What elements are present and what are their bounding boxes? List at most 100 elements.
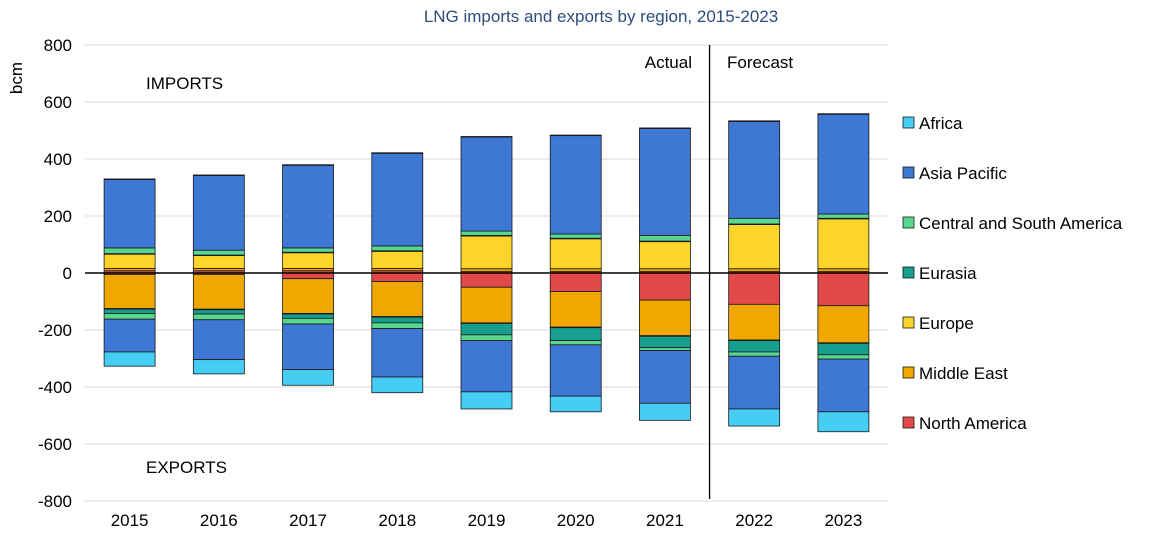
bar-import-asia-pacific: [549, 135, 602, 235]
bar-import-africa: [282, 164, 334, 166]
bar-import-central-and-south-america: [728, 217, 781, 225]
bar-export-middle-east: [817, 305, 870, 344]
legend-swatch: [902, 416, 915, 429]
bar-import-middle-east: [639, 268, 691, 272]
legend-label: North America: [919, 414, 1027, 433]
bar-import-africa: [639, 127, 691, 129]
bar-export-middle-east: [728, 303, 781, 341]
bar-import-central-and-south-america: [282, 247, 334, 253]
bar-import-africa: [817, 113, 870, 115]
bar-export-africa: [103, 351, 156, 367]
bar-export-eurasia: [460, 323, 513, 336]
bar-import-asia-pacific: [371, 152, 424, 247]
y-tick-label: 800: [44, 36, 72, 55]
bar-export-asia-pacific: [371, 328, 424, 378]
bar-export-middle-east: [192, 274, 245, 310]
legend-label: Eurasia: [919, 264, 977, 283]
bar-export-africa: [282, 369, 334, 386]
x-tick-label: 2023: [824, 511, 862, 530]
legend-label: Africa: [919, 114, 963, 133]
bar-import-middle-east: [728, 268, 781, 272]
legend-label: Middle East: [919, 364, 1008, 383]
bar-export-eurasia: [728, 340, 781, 353]
x-tick-label: 2016: [200, 511, 238, 530]
bar-export-middle-east: [282, 278, 334, 314]
bar-export-north-america: [460, 272, 513, 288]
bar-export-asia-pacific: [728, 355, 781, 410]
bar-import-africa: [371, 152, 424, 154]
bar-export-africa: [639, 402, 691, 421]
bar-export-central-and-south-america: [728, 351, 781, 357]
legend-swatch: [902, 316, 915, 329]
legend: Africa Asia Pacific Central and South Amer…: [902, 114, 1123, 433]
x-tick-label: 2020: [557, 511, 595, 530]
legend-label: Asia Pacific: [919, 164, 1007, 183]
bar-export-asia-pacific: [639, 350, 691, 404]
bar-export-middle-east: [639, 299, 691, 337]
bar-import-asia-pacific: [192, 175, 245, 251]
bar-import-central-and-south-america: [192, 249, 245, 256]
bar-import-europe: [728, 224, 781, 270]
y-axis-label: bcm: [7, 62, 26, 94]
bar-export-central-and-south-america: [192, 313, 245, 321]
bar-export-asia-pacific: [282, 323, 334, 371]
y-tick-label: -400: [38, 378, 72, 397]
bar-import-central-and-south-america: [549, 233, 602, 239]
y-tick-label: 400: [44, 150, 72, 169]
legend-swatch: [902, 266, 915, 279]
bar-export-africa: [549, 395, 602, 413]
bar-export-central-and-south-america: [371, 322, 424, 329]
bar-export-eurasia: [817, 342, 870, 356]
imports-label: IMPORTS: [146, 74, 223, 93]
legend-label: Europe: [919, 314, 974, 333]
bar-import-middle-east: [549, 268, 602, 272]
bar-import-africa: [728, 120, 781, 122]
bar-export-asia-pacific: [192, 319, 245, 361]
bar-import-asia-pacific: [639, 128, 691, 236]
forecast-label: Forecast: [727, 53, 793, 72]
bar-import-asia-pacific: [282, 164, 334, 249]
bar-import-middle-east: [460, 268, 513, 272]
bar-import-europe: [371, 250, 424, 269]
bar-export-africa: [192, 359, 245, 375]
bar-import-central-and-south-america: [460, 230, 513, 236]
bar-export-north-america: [817, 272, 870, 307]
bar-export-north-america: [371, 272, 424, 282]
bar-export-central-and-south-america: [460, 334, 513, 341]
bar-import-africa: [192, 174, 245, 176]
bar-export-central-and-south-america: [549, 340, 602, 346]
bar-export-central-and-south-america: [639, 347, 691, 351]
legend-swatch: [902, 216, 915, 229]
bar-export-africa: [460, 391, 513, 410]
bar-export-africa: [371, 376, 424, 394]
legend-swatch: [902, 366, 915, 379]
bar-import-central-and-south-america: [371, 245, 424, 252]
exports-label: EXPORTS: [146, 458, 227, 477]
x-tick-labels: 2015 2016 2017 2018 2019 2020 2021 2022 2023: [111, 511, 863, 530]
y-tick-label: -600: [38, 435, 72, 454]
legend-label: Central and South America: [919, 214, 1123, 233]
bar-import-europe: [817, 218, 870, 270]
legend-swatch: [902, 166, 915, 179]
bar-export-north-america: [639, 272, 691, 301]
bar-export-central-and-south-america: [817, 354, 870, 360]
bar-export-north-america: [549, 272, 602, 292]
x-tick-label: 2018: [378, 511, 416, 530]
y-tick-label: -200: [38, 321, 72, 340]
x-tick-label: 2021: [646, 511, 684, 530]
y-tick-labels: 800 600 400 200 0 -200 -400 -600 -800: [38, 36, 72, 511]
x-tick-label: 2017: [289, 511, 327, 530]
bar-import-asia-pacific: [103, 179, 156, 249]
y-tick-label: 600: [44, 93, 72, 112]
x-tick-label: 2019: [468, 511, 506, 530]
bar-import-asia-pacific: [817, 113, 870, 215]
x-tick-label: 2022: [735, 511, 773, 530]
bar-import-africa: [103, 178, 156, 180]
bar-export-north-america: [282, 272, 334, 280]
bars: [103, 113, 870, 433]
bar-export-middle-east: [460, 286, 513, 324]
bar-import-europe: [460, 235, 513, 270]
y-tick-label: 200: [44, 207, 72, 226]
bar-export-middle-east: [103, 274, 156, 310]
